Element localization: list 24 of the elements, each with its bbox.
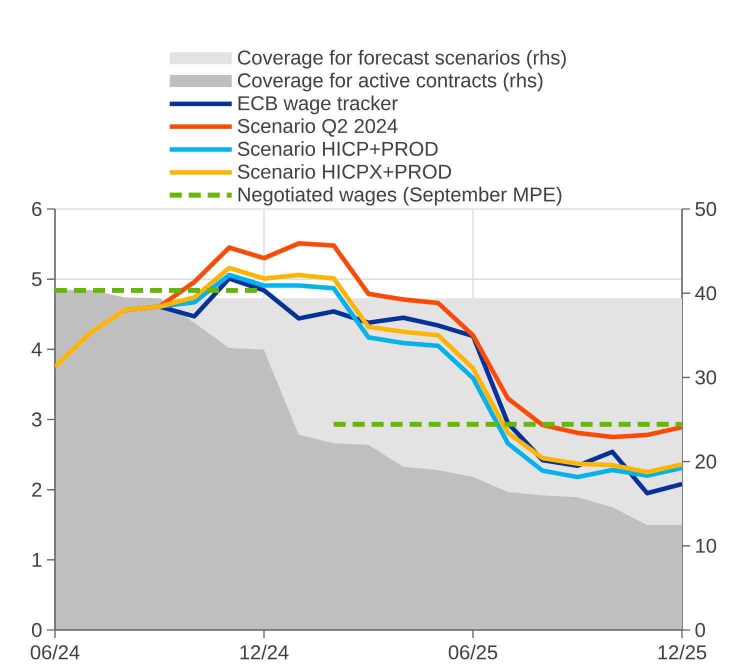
x-tick-label: 12/25 bbox=[658, 644, 706, 660]
legend-label: Scenario HICP+PROD bbox=[238, 141, 438, 156]
y2-tick-label: 20 bbox=[696, 454, 716, 469]
x-tick-label: 06/25 bbox=[448, 644, 498, 660]
legend-label: ECB wage tracker bbox=[238, 96, 398, 114]
legend-label: Scenario Q2 2024 bbox=[238, 118, 398, 137]
legend-label: Negotiated wages (September MPE) bbox=[238, 186, 562, 206]
y-tick-label: 5 bbox=[32, 272, 42, 286]
legend-label: Coverage for active contracts (rhs) bbox=[238, 72, 542, 92]
legend-label: Coverage for forecast scenarios (rhs) bbox=[238, 50, 566, 69]
legend-label: Scenario HICPX+PROD bbox=[238, 164, 452, 179]
y-tick-label: 3 bbox=[32, 412, 42, 427]
y-tick-label: 4 bbox=[32, 342, 42, 356]
y-tick-label: 0 bbox=[32, 622, 42, 638]
x-tick-label: 06/24 bbox=[30, 644, 80, 660]
y2-tick-label: 50 bbox=[695, 202, 716, 216]
y-tick-label: 1 bbox=[32, 552, 42, 567]
y-tick-label: 6 bbox=[32, 202, 42, 216]
y2-tick-label: 10 bbox=[696, 538, 716, 553]
y2-tick-label: 0 bbox=[695, 622, 706, 638]
y2-tick-label: 40 bbox=[695, 286, 716, 300]
y2-tick-label: 30 bbox=[695, 370, 716, 384]
x-tick-label: 12/24 bbox=[240, 644, 288, 660]
y-tick-label: 2 bbox=[32, 482, 42, 497]
